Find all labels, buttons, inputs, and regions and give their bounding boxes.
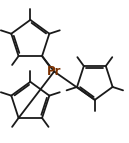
Text: Pr: Pr bbox=[47, 65, 61, 78]
